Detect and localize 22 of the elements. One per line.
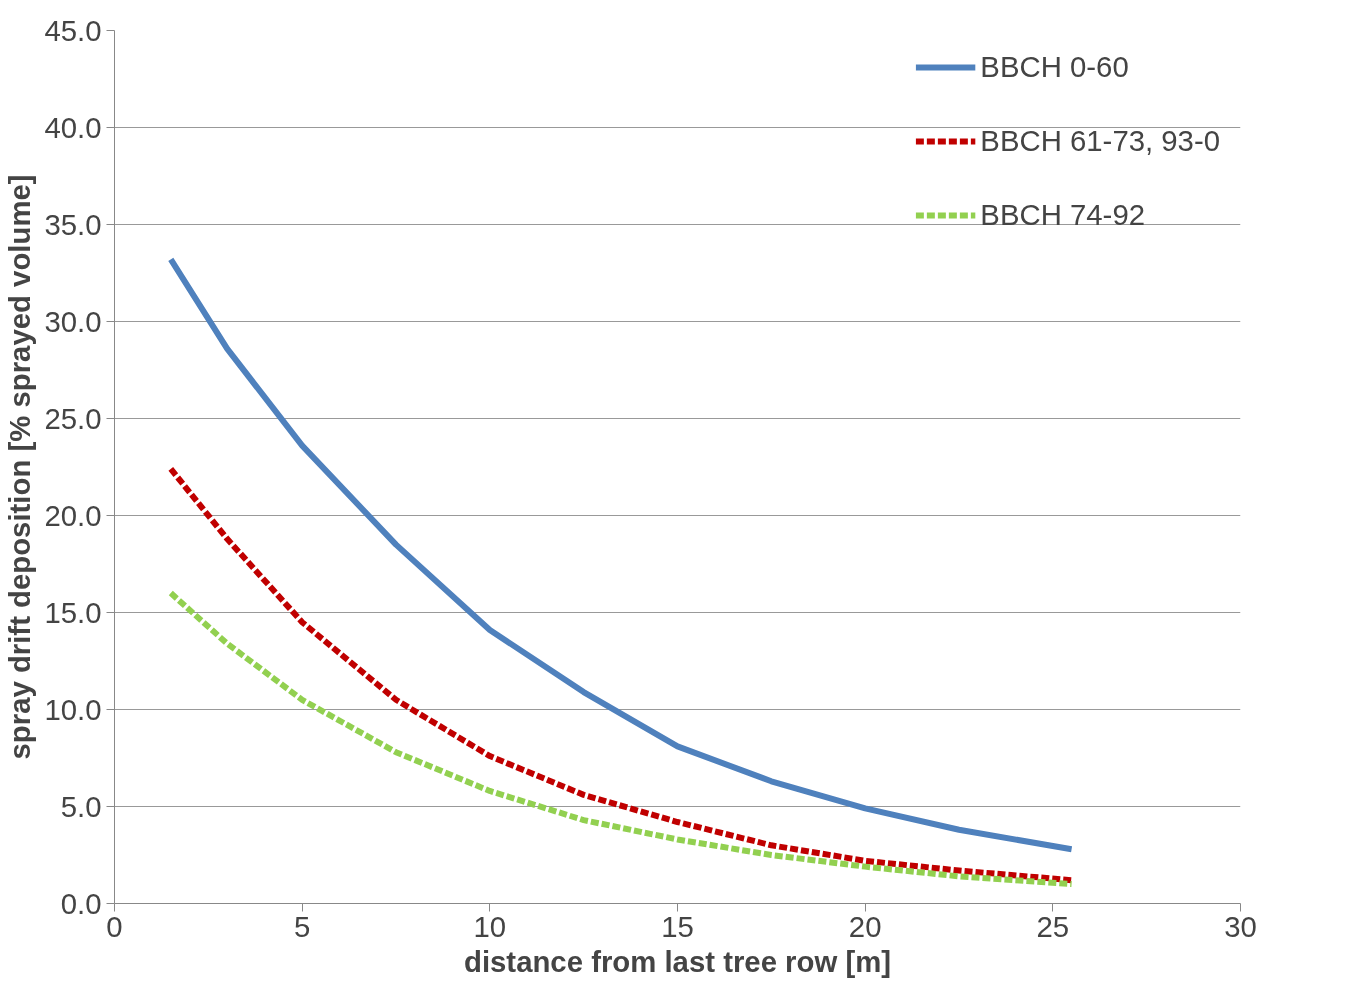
y-tick-label: 30.0 xyxy=(44,304,102,338)
y-axis-title: spray drift deposition [% sprayed volume] xyxy=(3,174,37,760)
x-tick-label: 0 xyxy=(106,909,123,943)
x-tick-label: 10 xyxy=(473,909,507,943)
x-axis-title: distance from last tree row [m] xyxy=(464,944,891,978)
x-tick-label: 30 xyxy=(1224,909,1257,943)
y-tick-label: 45.0 xyxy=(44,13,102,47)
y-tick-label: 10.0 xyxy=(44,692,102,726)
y-tick-label: 25.0 xyxy=(44,401,102,435)
y-tick-label: 20.0 xyxy=(44,498,102,532)
legend-label: BBCH 74-92 xyxy=(980,198,1146,232)
x-tick-label: 15 xyxy=(661,909,694,943)
x-tick-label: 5 xyxy=(294,909,311,943)
y-tick-label: 15.0 xyxy=(44,595,102,629)
x-tick-label: 20 xyxy=(848,909,882,943)
legend-label: BBCH 0-60 xyxy=(980,50,1129,84)
x-tick-label: 25 xyxy=(1036,909,1070,943)
legend-label: BBCH 61-73, 93-0 xyxy=(980,124,1220,158)
y-tick-label: 40.0 xyxy=(44,110,102,144)
y-tick-label: 5.0 xyxy=(60,789,102,823)
y-tick-label: 35.0 xyxy=(44,207,102,241)
y-tick-label: 0.0 xyxy=(60,886,102,920)
